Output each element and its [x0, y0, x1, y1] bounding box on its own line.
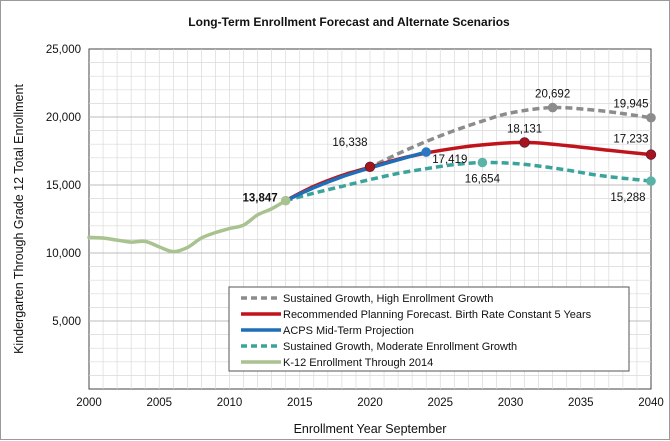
x-tick-label: 2020	[357, 397, 383, 409]
series-marker	[421, 147, 432, 157]
x-tick-label: 2015	[287, 397, 313, 409]
series-marker	[519, 137, 530, 148]
series-marker	[280, 195, 291, 206]
data-label: 19,945	[613, 99, 648, 111]
y-tick-label: 15,000	[46, 180, 81, 192]
data-label: 13,847	[243, 193, 278, 205]
chart-title: Long-Term Enrollment Forecast and Altern…	[188, 15, 510, 29]
series-lines	[87, 105, 653, 254]
x-tick-label: 2005	[146, 397, 172, 409]
series-marker	[547, 102, 558, 113]
x-tick-label: 2040	[638, 397, 664, 409]
y-tick-label: 10,000	[46, 248, 81, 260]
x-tick-label: 2035	[568, 397, 594, 409]
legend-label: K-12 Enrollment Through 2014	[283, 357, 433, 369]
y-tick-label: 25,000	[46, 44, 81, 56]
series-line	[285, 160, 652, 203]
series-marker	[364, 161, 376, 173]
data-label: 17,233	[613, 134, 648, 146]
series-line	[283, 150, 428, 203]
y-axis-label: Kindergarten Through Grade 12 Total Enro…	[12, 84, 26, 354]
x-axis-label: Enrollment Year September	[294, 422, 447, 436]
x-tick-label: 2010	[217, 397, 243, 409]
series-marker	[646, 112, 656, 123]
data-label: 15,288	[610, 192, 645, 204]
x-tick-label: 2030	[498, 397, 524, 409]
series-markers	[280, 102, 657, 206]
axis-ticks: 2000 2005 2010 2015 2020 2025 2030 2035 2040 5,00…	[46, 44, 664, 409]
legend-label: ACPS Mid-Term Projection	[283, 325, 414, 337]
data-labels: 20,692 19,945 16,654 15,288 16,338 18,131 17,2…	[243, 89, 649, 205]
legend-box	[228, 286, 630, 372]
legend-label: Sustained Growth, Moderate Enrollment Gr…	[283, 341, 517, 353]
legend-label: Sustained Growth, High Enrollment Growth	[283, 293, 493, 305]
x-tick-label: 2025	[427, 397, 453, 409]
legend-label: Recommended Planning Forecast. Birth Rat…	[283, 309, 592, 321]
series-marker	[646, 176, 656, 186]
data-label: 17,419	[432, 154, 467, 166]
y-tick-label: 5,000	[52, 316, 81, 328]
series-marker	[477, 157, 488, 168]
y-tick-label: 20,000	[46, 112, 81, 124]
x-tick-label: 2000	[76, 397, 102, 409]
series-marker	[645, 149, 657, 160]
legend: Sustained Growth, High Enrollment Growth…	[228, 286, 630, 372]
data-label: 20,692	[535, 89, 570, 101]
data-label: 18,131	[507, 123, 542, 135]
data-label: 16,654	[465, 174, 501, 186]
data-label: 16,338	[332, 137, 367, 149]
series-line	[87, 198, 288, 254]
